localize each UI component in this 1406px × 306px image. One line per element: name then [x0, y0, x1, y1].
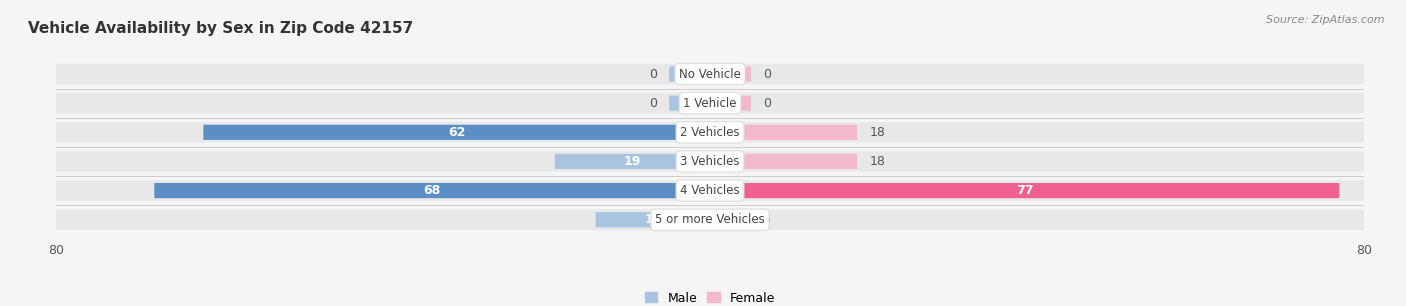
Text: 3 Vehicles: 3 Vehicles [681, 155, 740, 168]
FancyBboxPatch shape [52, 210, 1368, 230]
Text: Vehicle Availability by Sex in Zip Code 42157: Vehicle Availability by Sex in Zip Code … [28, 21, 413, 36]
FancyBboxPatch shape [669, 95, 710, 111]
Text: 5 or more Vehicles: 5 or more Vehicles [655, 213, 765, 226]
FancyBboxPatch shape [52, 93, 1368, 113]
FancyBboxPatch shape [710, 66, 751, 82]
Text: 5: 5 [763, 213, 770, 226]
Text: 0: 0 [650, 68, 657, 80]
Text: No Vehicle: No Vehicle [679, 68, 741, 80]
Text: 77: 77 [1017, 184, 1033, 197]
FancyBboxPatch shape [710, 95, 751, 111]
Text: 68: 68 [423, 184, 441, 197]
Text: 19: 19 [624, 155, 641, 168]
Legend: Male, Female: Male, Female [640, 286, 780, 306]
Text: 62: 62 [449, 126, 465, 139]
FancyBboxPatch shape [52, 151, 1368, 172]
Text: 0: 0 [763, 97, 770, 110]
FancyBboxPatch shape [555, 154, 710, 169]
FancyBboxPatch shape [710, 183, 1340, 198]
FancyBboxPatch shape [204, 125, 710, 140]
FancyBboxPatch shape [52, 122, 1368, 143]
FancyBboxPatch shape [710, 125, 858, 140]
FancyBboxPatch shape [52, 64, 1368, 84]
Text: Source: ZipAtlas.com: Source: ZipAtlas.com [1267, 15, 1385, 25]
FancyBboxPatch shape [710, 212, 751, 227]
FancyBboxPatch shape [596, 212, 710, 227]
Text: 14: 14 [644, 213, 662, 226]
FancyBboxPatch shape [155, 183, 710, 198]
FancyBboxPatch shape [52, 181, 1368, 201]
Text: 18: 18 [869, 155, 886, 168]
Text: 2 Vehicles: 2 Vehicles [681, 126, 740, 139]
Text: 18: 18 [869, 126, 886, 139]
Text: 4 Vehicles: 4 Vehicles [681, 184, 740, 197]
Text: 1 Vehicle: 1 Vehicle [683, 97, 737, 110]
FancyBboxPatch shape [710, 154, 858, 169]
FancyBboxPatch shape [669, 66, 710, 82]
Text: 0: 0 [763, 68, 770, 80]
Text: 0: 0 [650, 97, 657, 110]
